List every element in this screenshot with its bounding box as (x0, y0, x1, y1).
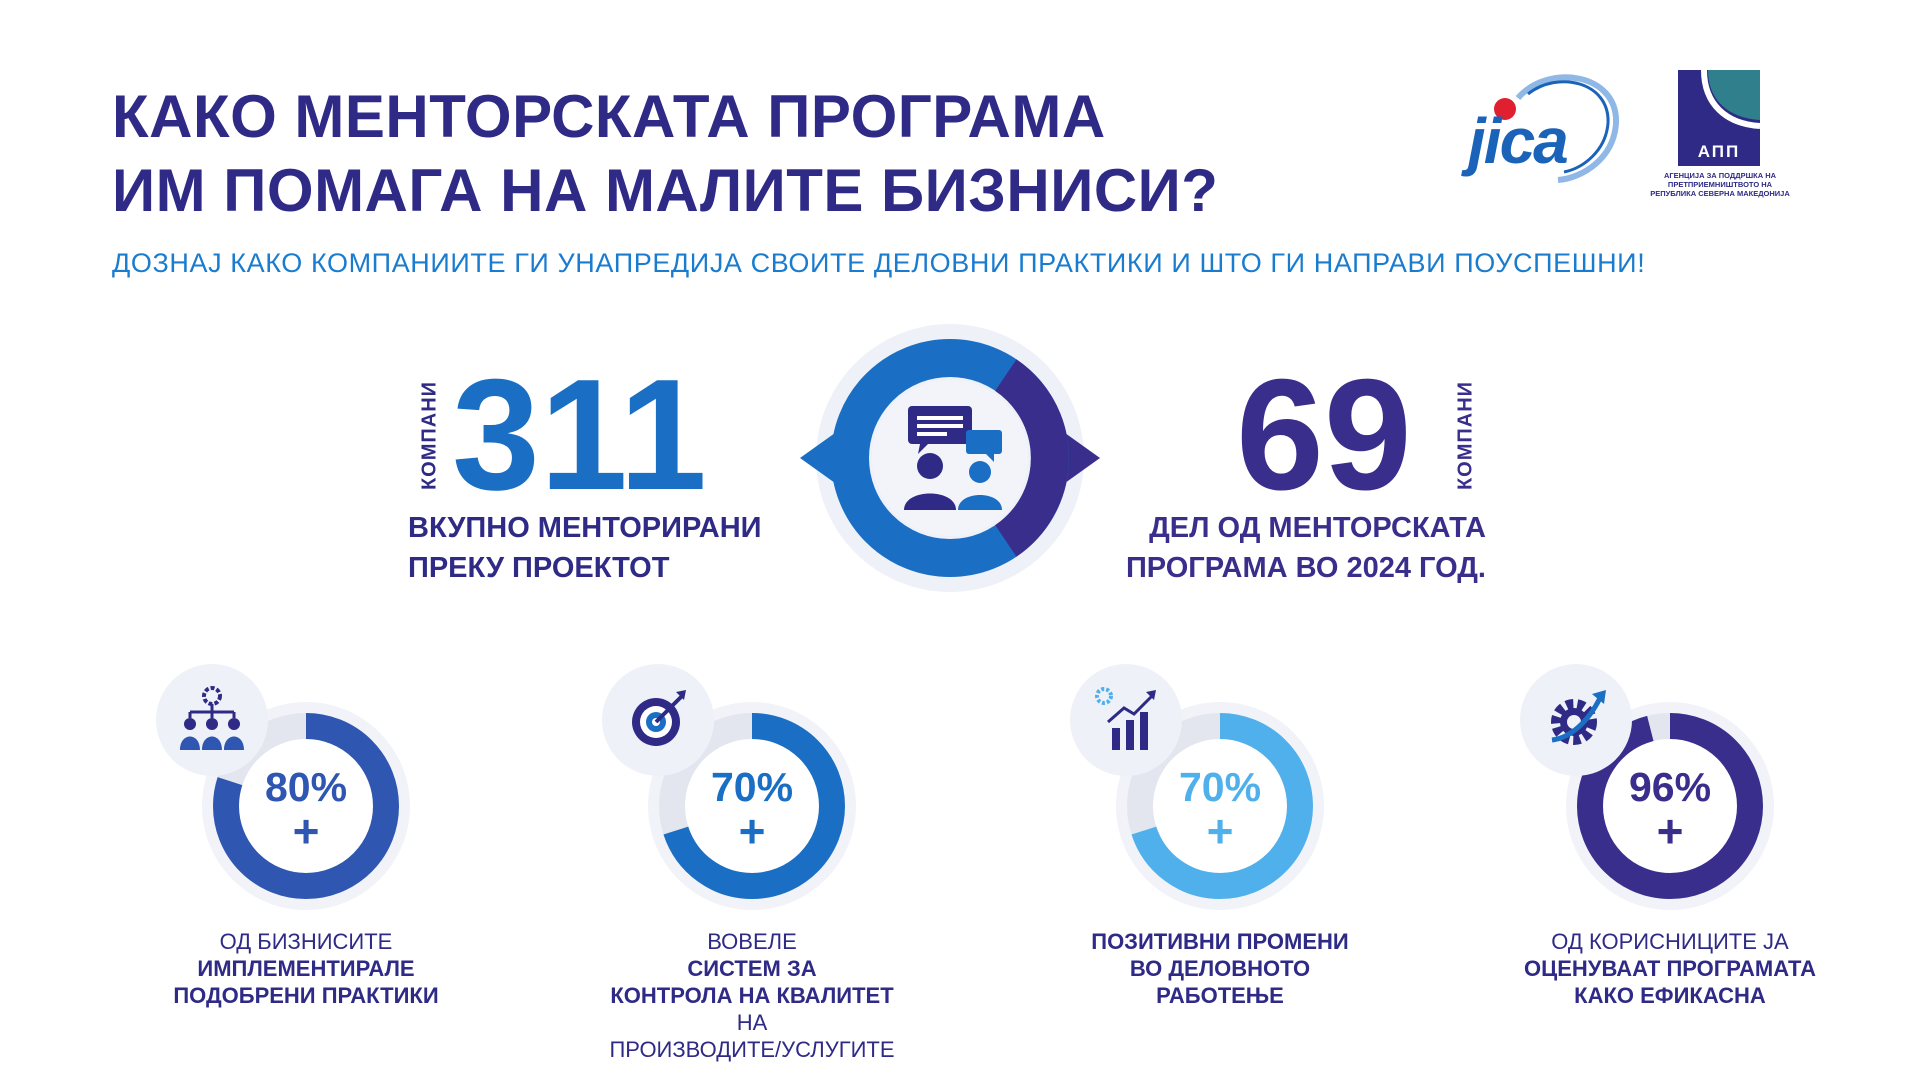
mentoring-emblem-graphic (800, 324, 1100, 592)
growth-chart-icon (1095, 687, 1156, 750)
app-logo-mark: АПП (1678, 70, 1760, 166)
title-line-1: КАКО МЕНТОРСКАТА ПРОГРАМА (112, 83, 1106, 150)
left-desc-line-1: ВКУПНО МЕНТОРИРАНИ (408, 512, 762, 544)
target-arrow-icon (632, 690, 686, 746)
progress-ring-70 (659, 713, 845, 899)
left-unit-label: КОМПАНИ (418, 380, 441, 491)
metric-plus: + (1206, 805, 1234, 857)
progress-ring-80 (213, 713, 399, 899)
caption-line: ОД БИЗНИСИТЕ (219, 929, 393, 954)
metric-percent: 70% (1178, 764, 1262, 810)
caption-line: ПОЗИТИВНИ ПРОМЕНИ (1091, 929, 1349, 954)
app-caption-line: АГЕНЦИЈА ЗА ПОДДРШКА НА (1663, 171, 1777, 180)
metric-card-effective-program: 96% + ОД КОРИСНИЦИТЕ ЈА ОЦЕНУВААТ ПРОГРА… (1520, 664, 1820, 1024)
metric-percent: 70% (710, 764, 794, 810)
caption-line: КАКО ЕФИКАСНА (1574, 983, 1766, 1008)
app-logo-curve-icon (1701, 70, 1760, 129)
left-stat-description: ВКУПНО МЕНТОРИРАНИ ПРЕКУ ПРОЕКТОТ (408, 508, 762, 588)
metric-caption: ОД БИЗНИСИТЕ ИМПЛЕМЕНТИРАЛЕ ПОДОБРЕНИ ПР… (126, 928, 486, 1009)
right-stat-description: ДЕЛ ОД МЕНТОРСКАТА ПРОГРАМА ВО 2024 ГОД. (1096, 508, 1486, 588)
app-logo: АПП АГЕНЦИЈА ЗА ПОДДРШКА НА ПРЕТПРИЕМНИШ… (1650, 70, 1790, 210)
title-line-2: ИМ ПОМАГА НА МАЛИТЕ БИЗНИСИ? (112, 157, 1219, 224)
metric-icon-bubble (156, 664, 268, 776)
caption-line: ПРОИЗВОДИТЕ/УСЛУГИТЕ (609, 1037, 895, 1062)
right-desc-line-2: ПРОГРАМА ВО 2024 ГОД. (1125, 552, 1486, 584)
app-logo-letters: АПП (1697, 142, 1741, 161)
mentoring-chat-icon (904, 406, 1002, 510)
metric-card-positive-changes: 70% + ПОЗИТИВНИ ПРОМЕНИ ВО ДЕЛОВНОТО РАБ… (1070, 664, 1370, 1024)
jica-red-dot (1494, 98, 1516, 120)
metric-icon-bubble (602, 664, 714, 776)
progress-ring-96 (1577, 713, 1763, 899)
metric-plus: + (292, 805, 320, 857)
left-big-number: 311 (452, 347, 707, 523)
app-logo-caption: АГЕНЦИЈА ЗА ПОДДРШКА НА ПРЕТПРИЕМНИШТВОТ… (1650, 171, 1790, 198)
caption-text: НА (736, 1010, 768, 1035)
metric-caption: ОД КОРИСНИЦИТЕ ЈА ОЦЕНУВААТ ПРОГРАМАТА К… (1490, 928, 1850, 1009)
metric-caption: ПОЗИТИВНИ ПРОМЕНИ ВО ДЕЛОВНОТО РАБОТЕЊЕ (1040, 928, 1400, 1009)
right-big-number: 69 (1236, 347, 1412, 523)
caption-line: ВО ДЕЛОВНОТО (1129, 956, 1311, 981)
metric-card-improved-practices: 80% + ОД БИЗНИСИТЕ ИМПЛЕМЕНТИРАЛЕ ПОДОБР… (156, 664, 456, 1024)
caption-text-bold: СИСТЕМ ЗА (687, 956, 817, 981)
progress-ring-70-light (1127, 713, 1313, 899)
page-subtitle: ДОЗНАЈ КАКО КОМПАНИИТЕ ГИ УНАПРЕДИЈА СВО… (112, 248, 1646, 278)
app-caption-line: ПРЕТПРИЕМНИШТВОТО НА (1667, 180, 1773, 189)
right-desc-line-1: ДЕЛ ОД МЕНТОРСКАТА (1149, 512, 1486, 544)
caption-line: РАБОТЕЊЕ (1156, 983, 1284, 1008)
caption-line: ОЦЕНУВААТ ПРОГРАМАТА (1524, 956, 1816, 981)
caption-text-bold: КОНТРОЛА НА КВАЛИТЕТ (610, 983, 894, 1008)
caption-text: ВОВЕЛЕ (707, 929, 797, 954)
jica-swoosh-icon (1515, 74, 1620, 183)
gear-arrow-icon (1551, 690, 1606, 745)
team-gear-icon (180, 686, 244, 750)
center-emblem (790, 318, 1110, 598)
metric-caption: ВОВЕЛЕ СИСТЕМ ЗА КОНТРОЛА НА КВАЛИТЕТ НА… (572, 928, 932, 1063)
metric-percent: 80% (264, 764, 348, 810)
metric-percent: 96% (1628, 764, 1712, 810)
metric-plus: + (1656, 805, 1684, 857)
metric-ring (1116, 702, 1324, 910)
jica-wordmark: jica (1468, 105, 1569, 177)
metric-icon-bubble (1070, 664, 1182, 776)
right-unit-label: КОМПАНИ (1454, 380, 1477, 491)
metric-plus: + (738, 805, 766, 857)
app-caption-line: РЕПУБЛИКА СЕВЕРНА МАКЕДОНИЈА (1650, 189, 1790, 198)
left-desc-line-2: ПРЕКУ ПРОЕКТОТ (408, 552, 670, 584)
metric-icon-bubble (1520, 664, 1632, 776)
jica-logo: jica (1468, 68, 1624, 200)
caption-line: ОД КОРИСНИЦИТЕ ЈА (1551, 929, 1789, 954)
caption-line: ПОДОБРЕНИ ПРАКТИКИ (173, 983, 439, 1008)
caption-line: ВОВЕЛЕ СИСТЕМ ЗА (572, 928, 932, 982)
metric-card-quality-control: 70% + ВОВЕЛЕ СИСТЕМ ЗА КОНТРОЛА НА КВАЛИ… (602, 664, 902, 1062)
caption-line: КОНТРОЛА НА КВАЛИТЕТ НА (572, 982, 932, 1036)
page-title: КАКО МЕНТОРСКАТА ПРОГРАМА ИМ ПОМАГА НА М… (112, 80, 1218, 228)
caption-line: ИМПЛЕМЕНТИРАЛЕ (197, 956, 415, 981)
